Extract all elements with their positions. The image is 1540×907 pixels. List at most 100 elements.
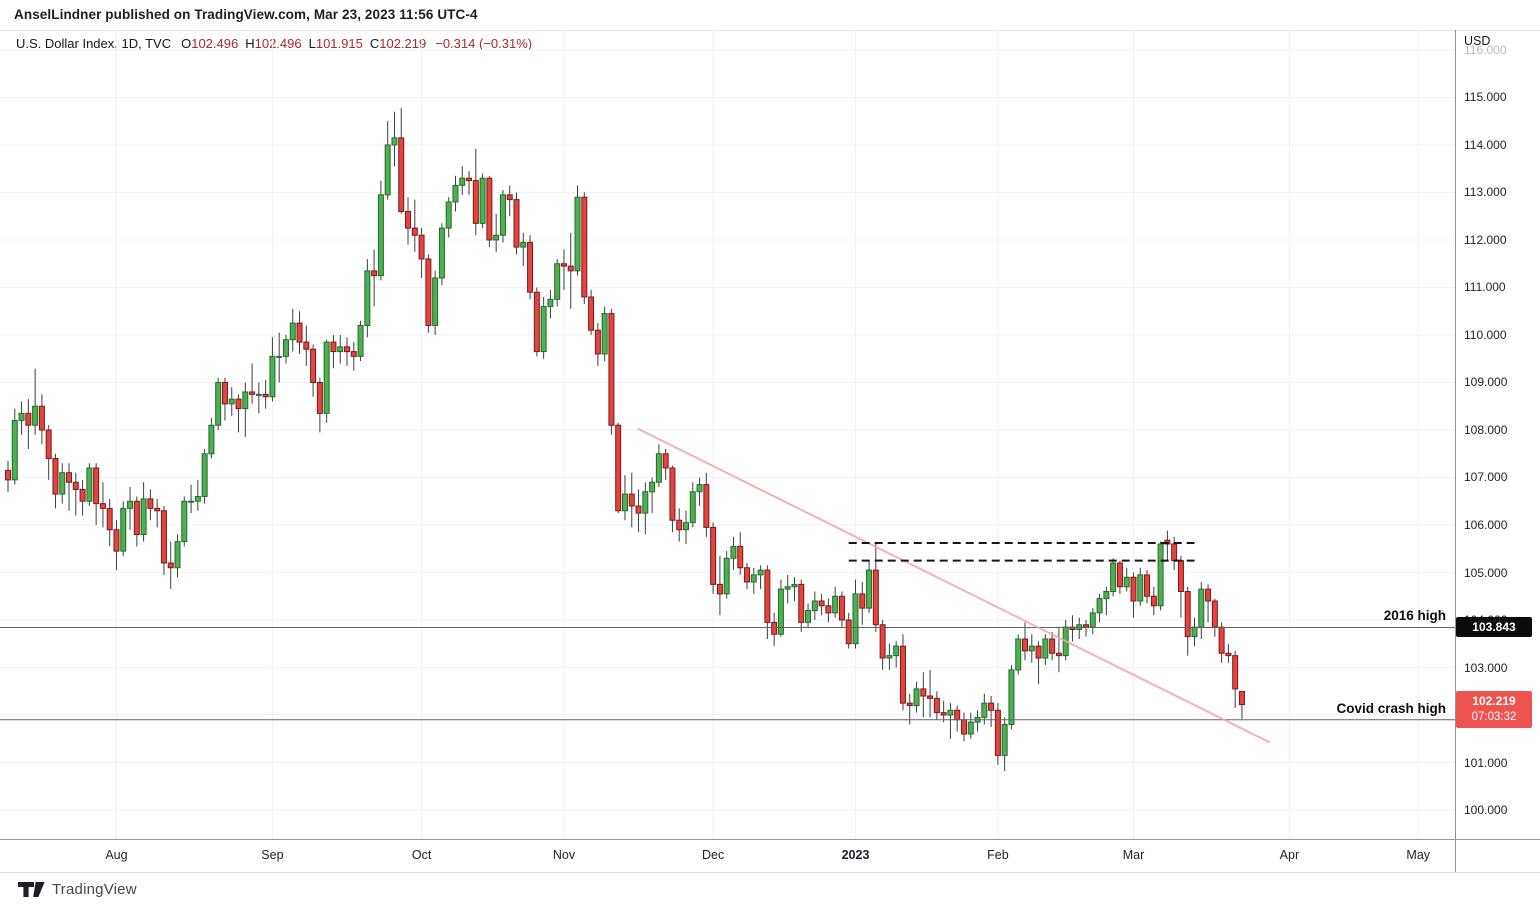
- candle-body: [486, 177, 493, 241]
- header-divider: [0, 30, 1540, 31]
- candle-body: [723, 557, 730, 595]
- candle-body: [262, 393, 269, 398]
- candle-body: [621, 493, 628, 512]
- price-axis-currency-label: USD: [1464, 34, 1491, 48]
- ohlc-item-L: L101.915: [308, 36, 363, 51]
- candle-body: [167, 562, 174, 569]
- candle-body: [594, 329, 601, 355]
- candle-body: [798, 583, 805, 623]
- candle-body: [710, 526, 717, 585]
- candle-body: [642, 491, 649, 514]
- candle-body: [1022, 638, 1028, 652]
- candle-body: [771, 621, 778, 635]
- horizontal-line-price-badge: 103.843: [1456, 617, 1532, 638]
- price-tick-label: 107.000: [1464, 470, 1508, 485]
- candle-body: [405, 210, 412, 229]
- time-axis[interactable]: Aug Sep Oct Nov Dec 2023 Feb Mar Apr May: [0, 839, 1455, 872]
- attribution-text: AnselLindner published on TradingView.co…: [14, 7, 478, 22]
- price-tick-label: 116.000: [1464, 42, 1507, 57]
- candle-body: [689, 491, 696, 524]
- candle-body: [1116, 562, 1123, 588]
- candle-body: [791, 583, 798, 588]
- candle-body: [479, 177, 486, 224]
- candle-body: [18, 412, 25, 421]
- candle-body: [649, 481, 656, 493]
- ohlc-values: O102.496 H102.496 L101.915 C102.219: [181, 36, 433, 51]
- candle-body: [893, 645, 900, 657]
- candle-body: [1130, 576, 1137, 602]
- candle-body: [825, 605, 832, 614]
- candle-body: [438, 227, 445, 279]
- candle-body: [764, 569, 771, 623]
- candle-body: [811, 600, 818, 612]
- candle-body: [72, 481, 79, 490]
- price-tick-label: 100.000: [1464, 803, 1508, 818]
- candle-body: [954, 709, 961, 721]
- candle-body: [852, 593, 859, 645]
- candle-body: [832, 595, 839, 614]
- candle-body: [716, 583, 723, 595]
- time-tick-label: Mar: [1122, 848, 1145, 862]
- candle-body: [79, 488, 86, 502]
- candle-body: [1015, 638, 1022, 671]
- price-tick-label: 108.000: [1464, 422, 1508, 437]
- annotation-covid-crash-high[interactable]: Covid crash high: [1336, 700, 1446, 716]
- candle-body: [120, 507, 127, 552]
- price-tick-label: 113.000: [1464, 185, 1507, 200]
- time-tick-label: Aug: [105, 848, 128, 862]
- candle-body: [859, 593, 866, 609]
- candle-body: [391, 137, 398, 146]
- candle-body: [554, 263, 561, 300]
- price-tick-label: 101.000: [1464, 755, 1508, 770]
- candle-body: [445, 201, 452, 229]
- candle-body: [913, 688, 920, 707]
- candle-body: [147, 498, 154, 509]
- candle-body: [228, 398, 235, 405]
- candle-body: [1035, 645, 1042, 659]
- candle-body: [805, 610, 812, 623]
- annotation-2016-high[interactable]: 2016 high: [1383, 608, 1446, 624]
- candle-body: [1171, 543, 1178, 562]
- candle-body: [276, 355, 283, 358]
- candle-body: [1191, 626, 1198, 638]
- candle-body: [1232, 655, 1239, 690]
- candle-body: [5, 469, 11, 481]
- last-price-value: 102.219: [1472, 693, 1516, 708]
- candle-body: [45, 429, 52, 459]
- time-axis-border: [0, 839, 1540, 840]
- candle-body: [52, 457, 59, 495]
- time-tick-label: Feb: [987, 848, 1009, 862]
- candle-body: [303, 341, 310, 350]
- candle-body: [669, 467, 676, 521]
- candle-body: [1218, 626, 1225, 654]
- candle-body: [676, 519, 683, 531]
- candle-body: [201, 453, 208, 497]
- candle-body: [540, 305, 547, 353]
- candle-body: [1110, 562, 1117, 593]
- time-tick-label: Nov: [552, 848, 576, 862]
- descending-trendline[interactable]: [637, 428, 1271, 744]
- candle-body: [418, 234, 425, 260]
- candle-body: [1157, 543, 1164, 607]
- candle-body: [988, 702, 995, 711]
- candle-body: [344, 346, 350, 353]
- candle-body: [933, 697, 940, 714]
- candle-body: [384, 144, 391, 196]
- candle-body: [872, 569, 879, 626]
- price-axis[interactable]: USD 116.000 115.000 114.000 113.000 112.000 1…: [1455, 30, 1540, 839]
- tradingview-logo[interactable]: TradingView: [18, 878, 137, 900]
- candle-body: [452, 184, 459, 203]
- candle-body: [784, 586, 791, 590]
- candle-body: [777, 588, 784, 635]
- candle-body: [567, 265, 574, 272]
- bar-countdown-timer: 07:03:32: [1471, 710, 1517, 723]
- time-tick-label: Dec: [701, 848, 725, 862]
- candle-body: [1198, 588, 1205, 628]
- price-axis-border: [1455, 30, 1456, 872]
- candle-body: [425, 258, 432, 326]
- candle-body: [11, 419, 18, 481]
- time-tick-label: May: [1406, 848, 1431, 862]
- candle-body: [757, 569, 764, 576]
